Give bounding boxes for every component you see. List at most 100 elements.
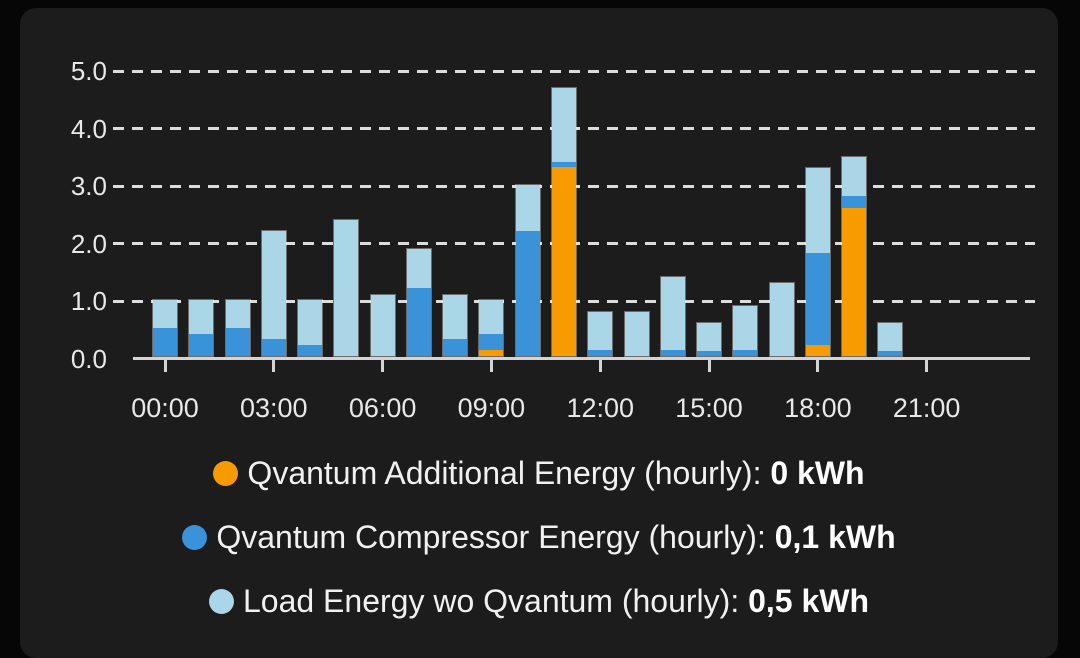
bar-segment-energy bbox=[697, 323, 722, 351]
bar-01:00[interactable] bbox=[188, 299, 215, 357]
bar-segment-compressor bbox=[443, 339, 468, 356]
bar-segment-compressor bbox=[261, 338, 286, 356]
bar-segment-compressor bbox=[189, 333, 214, 356]
y-axis-label: 3.0 bbox=[70, 171, 107, 202]
x-axis-line bbox=[133, 357, 1030, 360]
legend-value: 0 kWh bbox=[770, 454, 865, 491]
x-axis-label: 06:00 bbox=[348, 393, 417, 423]
bar-segment-energy bbox=[153, 300, 177, 329]
bar-segment-compressor bbox=[515, 230, 540, 356]
bar-18:00[interactable] bbox=[804, 167, 831, 357]
bar-segment-compressor bbox=[805, 253, 830, 345]
bar-08:00[interactable] bbox=[442, 293, 469, 357]
bar-segment-compressor bbox=[842, 196, 867, 208]
x-axis-label: 18:00 bbox=[784, 393, 852, 423]
bar-segment-energy bbox=[769, 283, 794, 356]
bar-16:00[interactable] bbox=[732, 305, 759, 357]
bar-segment-compressor bbox=[588, 350, 613, 356]
legend-item-0[interactable]: Qvantum Additional Energy (hourly): 0 kW… bbox=[213, 451, 865, 495]
bar-segment-compressor bbox=[225, 328, 250, 356]
y-axis-label: 5.0 bbox=[70, 56, 107, 87]
bar-segment-additional bbox=[805, 344, 830, 356]
bar-segment-energy bbox=[588, 311, 613, 351]
legend-item-1[interactable]: Qvantum Compressor Energy (hourly): 0,1 … bbox=[182, 515, 896, 559]
bar-segment-compressor bbox=[551, 161, 576, 168]
bar-segment-energy bbox=[298, 300, 323, 345]
x-axis-tick bbox=[163, 357, 167, 372]
legend-item-2[interactable]: Load Energy wo Qvantum (hourly): 0,5 kWh bbox=[208, 579, 870, 623]
bar-11:00[interactable] bbox=[550, 86, 577, 357]
bar-segment-compressor bbox=[479, 333, 504, 351]
bar-04:00[interactable] bbox=[297, 299, 324, 357]
bar-13:00[interactable] bbox=[623, 310, 650, 357]
x-axis-tick bbox=[707, 357, 711, 372]
bar-00:00[interactable] bbox=[152, 299, 178, 357]
legend-label: Qvantum Compressor Energy (hourly): bbox=[216, 518, 775, 555]
bar-segment-compressor bbox=[153, 328, 177, 356]
bar-06:00[interactable] bbox=[369, 293, 396, 357]
bar-19:00[interactable] bbox=[841, 155, 868, 357]
x-axis-label: 12:00 bbox=[566, 393, 635, 423]
y-axis-label: 2.0 bbox=[70, 228, 107, 259]
energy-chart-card: 0.0 1.0 2.0 3.0 4.0 5.0 00:00 03:00 06:00 09:00 12… bbox=[20, 8, 1058, 658]
bar-03:00[interactable] bbox=[260, 230, 287, 357]
chart-legend: Qvantum Additional Energy (hourly): 0 kW… bbox=[20, 451, 1058, 623]
x-axis-tick bbox=[816, 357, 820, 372]
bar-segment-compressor bbox=[697, 350, 722, 356]
bar-segment-compressor bbox=[406, 288, 431, 356]
bar-segment-energy bbox=[733, 306, 758, 351]
bar-segment-compressor bbox=[878, 350, 903, 356]
x-axis-tick bbox=[272, 357, 276, 372]
x-axis-tick bbox=[598, 357, 602, 372]
bar-segment-energy bbox=[406, 248, 431, 289]
legend-label: Qvantum Additional Energy (hourly): bbox=[247, 454, 771, 491]
legend-color-dot bbox=[182, 524, 208, 550]
x-axis-tick bbox=[489, 357, 493, 372]
bar-segment-energy bbox=[225, 300, 250, 329]
y-axis-label: 4.0 bbox=[70, 113, 107, 144]
bar-segment-energy bbox=[370, 294, 395, 356]
bar-02:00[interactable] bbox=[224, 299, 251, 357]
bar-segment-energy bbox=[443, 294, 468, 340]
legend-label: Load Energy wo Qvantum (hourly): bbox=[242, 582, 749, 619]
bar-segment-energy bbox=[189, 300, 214, 334]
bar-segment-energy bbox=[479, 300, 504, 334]
bar-segment-energy bbox=[334, 219, 359, 356]
x-axis-label: 15:00 bbox=[675, 393, 743, 423]
gridline-5 bbox=[113, 69, 1035, 73]
bar-segment-energy bbox=[551, 87, 576, 162]
bar-05:00[interactable] bbox=[333, 218, 360, 357]
bar-segment-additional bbox=[551, 167, 576, 356]
legend-value: 0,1 kWh bbox=[774, 518, 896, 555]
bar-segment-energy bbox=[624, 311, 649, 356]
legend-value: 0,5 kWh bbox=[748, 582, 870, 619]
x-axis-tick bbox=[381, 357, 385, 372]
x-axis-label: 09:00 bbox=[457, 393, 526, 423]
bar-segment-energy bbox=[878, 323, 903, 351]
bar-segment-compressor bbox=[660, 350, 685, 356]
y-axis-label: 0.0 bbox=[70, 344, 107, 374]
bar-10:00[interactable] bbox=[514, 184, 541, 357]
x-axis-label: 00:00 bbox=[131, 393, 199, 423]
bar-15:00[interactable] bbox=[696, 322, 723, 357]
bar-17:00[interactable] bbox=[768, 282, 795, 357]
legend-color-dot bbox=[213, 460, 239, 486]
x-axis-label: 03:00 bbox=[240, 393, 308, 423]
bar-segment-additional bbox=[479, 350, 504, 356]
bar-07:00[interactable] bbox=[405, 247, 432, 357]
bar-segment-energy bbox=[515, 185, 540, 231]
bar-12:00[interactable] bbox=[587, 310, 614, 357]
bar-14:00[interactable] bbox=[659, 276, 686, 357]
bar-segment-energy bbox=[805, 168, 830, 254]
bar-segment-compressor bbox=[298, 344, 323, 356]
y-axis-label: 1.0 bbox=[70, 286, 107, 317]
x-axis-label: 21:00 bbox=[892, 393, 961, 423]
x-axis-tick bbox=[925, 357, 929, 372]
bar-20:00[interactable] bbox=[877, 322, 904, 357]
bar-segment-energy bbox=[660, 277, 685, 351]
bar-segment-energy bbox=[842, 156, 867, 197]
stacked-bar-chart: 0.0 1.0 2.0 3.0 4.0 5.0 00:00 03:00 06:00 09:00 12… bbox=[20, 8, 1058, 448]
bar-09:00[interactable] bbox=[478, 299, 505, 357]
legend-color-dot bbox=[208, 588, 234, 614]
bar-segment-additional bbox=[842, 207, 867, 356]
